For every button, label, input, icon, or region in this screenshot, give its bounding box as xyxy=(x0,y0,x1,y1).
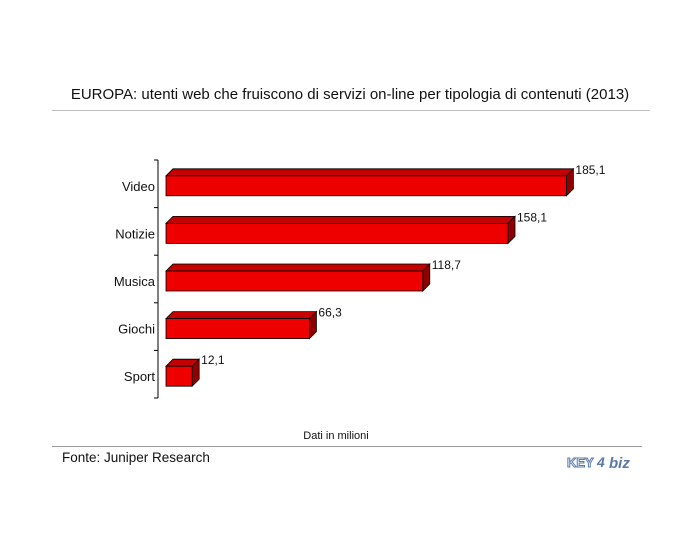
chart-title: EUROPA: utenti web che fruiscono di serv… xyxy=(70,86,630,103)
svg-text:biz: biz xyxy=(609,455,630,472)
bar xyxy=(165,222,509,244)
x-axis-label: Dati in milioni xyxy=(303,430,369,442)
source-note: Fonte: Juniper Research xyxy=(62,450,210,465)
bar xyxy=(165,318,310,340)
data-label: 118,7 xyxy=(432,258,461,272)
title-divider xyxy=(52,110,650,111)
bar-top-face xyxy=(165,168,575,177)
key4biz-logo: KEY 4 biz xyxy=(567,454,631,472)
category-label: Notizie xyxy=(115,226,155,241)
svg-text:4: 4 xyxy=(596,454,605,470)
data-label: 185,1 xyxy=(575,163,605,177)
category-label: Video xyxy=(122,179,155,194)
category-label: Giochi xyxy=(118,322,155,337)
svg-text:KEY: KEY xyxy=(567,455,594,470)
bar-top-face xyxy=(165,263,431,272)
bar-top-face xyxy=(165,311,318,320)
category-label: Sport xyxy=(124,369,155,384)
footer-divider xyxy=(52,446,642,447)
data-label: 158,1 xyxy=(517,210,547,224)
bar-top-face xyxy=(165,215,516,224)
bar xyxy=(165,270,424,292)
data-label: 66,3 xyxy=(318,306,342,320)
category-label: Musica xyxy=(114,274,156,289)
bar xyxy=(165,365,193,387)
data-label: 12,1 xyxy=(201,353,225,367)
bar xyxy=(165,175,567,197)
